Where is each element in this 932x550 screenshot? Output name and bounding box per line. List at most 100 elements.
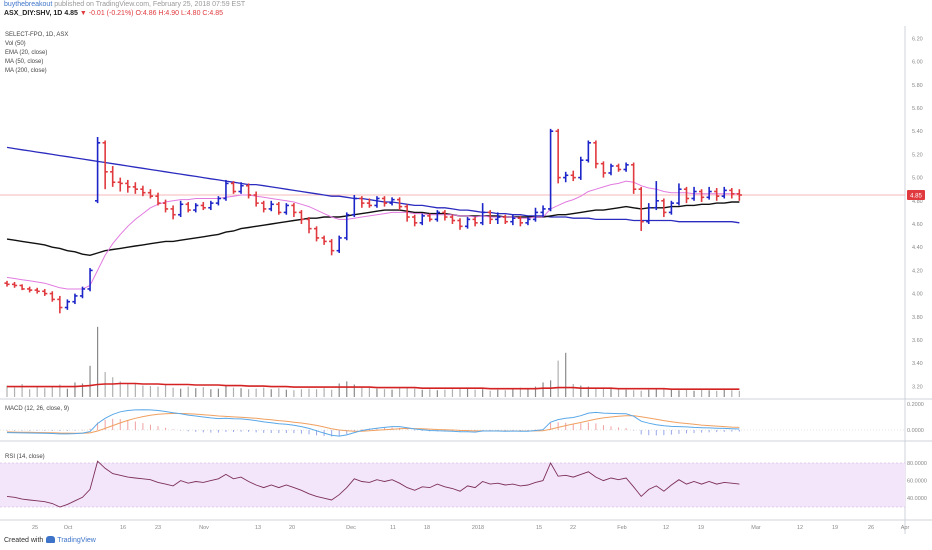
price-bar[interactable]: [540, 205, 546, 218]
price-bar[interactable]: [449, 214, 456, 224]
footer-brand[interactable]: TradingView: [57, 537, 96, 544]
price-bar[interactable]: [676, 183, 682, 206]
price-bar[interactable]: [298, 210, 305, 224]
price-bar[interactable]: [427, 213, 433, 222]
price-bar[interactable]: [480, 203, 486, 226]
price-bar[interactable]: [261, 200, 267, 213]
price-bar[interactable]: [313, 226, 320, 242]
price-bar[interactable]: [155, 192, 161, 206]
price-bar[interactable]: [125, 179, 131, 193]
legend-ma50[interactable]: MA (50, close): [5, 59, 43, 65]
price-bar[interactable]: [631, 162, 637, 194]
price-bar[interactable]: [351, 195, 357, 218]
price-bar[interactable]: [178, 200, 184, 218]
price-bar[interactable]: [72, 293, 78, 305]
price-bar[interactable]: [691, 186, 697, 201]
price-bar[interactable]: [721, 186, 727, 199]
legend-ema[interactable]: EMA (20, close): [5, 50, 47, 56]
price-bar[interactable]: [729, 188, 735, 199]
price-bar[interactable]: [306, 217, 312, 234]
price-bar[interactable]: [502, 214, 508, 224]
price-bar[interactable]: [585, 140, 591, 163]
price-bar[interactable]: [487, 210, 493, 224]
price-bar[interactable]: [79, 286, 86, 299]
price-bar[interactable]: [638, 186, 644, 231]
price-bar[interactable]: [525, 217, 531, 226]
price-bar[interactable]: [434, 210, 440, 222]
price-bar[interactable]: [366, 198, 372, 208]
price-bars[interactable]: [4, 128, 742, 314]
price-bar[interactable]: [230, 181, 237, 194]
price-bar[interactable]: [193, 203, 199, 213]
price-bar[interactable]: [336, 235, 342, 253]
price-bar[interactable]: [593, 140, 599, 169]
price-bar[interactable]: [555, 128, 561, 184]
price-bar[interactable]: [359, 196, 365, 208]
price-bar[interactable]: [132, 182, 138, 194]
price-bar[interactable]: [464, 217, 471, 229]
price-bar[interactable]: [170, 205, 176, 220]
price-bar[interactable]: [510, 214, 516, 226]
price-bar[interactable]: [578, 156, 584, 180]
price-bar[interactable]: [64, 299, 70, 310]
price-bar[interactable]: [736, 189, 742, 201]
price-bar[interactable]: [87, 268, 93, 292]
price-bar[interactable]: [223, 179, 229, 201]
price-bar[interactable]: [95, 137, 101, 204]
price-bar[interactable]: [57, 295, 63, 314]
price-bar[interactable]: [238, 182, 244, 194]
price-bar[interactable]: [246, 183, 252, 199]
price-bar[interactable]: [608, 163, 614, 176]
price-bar[interactable]: [495, 212, 501, 224]
price-bar[interactable]: [49, 291, 55, 302]
price-bar[interactable]: [548, 128, 554, 212]
price-bar[interactable]: [329, 239, 335, 256]
price-bar[interactable]: [653, 181, 659, 211]
price-bar[interactable]: [283, 203, 289, 215]
price-bar[interactable]: [404, 204, 410, 222]
legend-ma200[interactable]: MA (200, close): [5, 68, 47, 74]
price-bar[interactable]: [4, 280, 10, 287]
legend-main[interactable]: SELECT-FPO, 1D, ASX: [5, 32, 68, 38]
price-bar[interactable]: [11, 282, 18, 288]
price-bar[interactable]: [517, 215, 523, 227]
legend-volume[interactable]: Vol (50): [5, 41, 26, 47]
price-bar[interactable]: [34, 287, 40, 294]
price-bar[interactable]: [102, 140, 108, 190]
price-bar[interactable]: [253, 191, 259, 207]
price-bar[interactable]: [714, 188, 720, 201]
price-bar[interactable]: [532, 207, 539, 222]
price-bar[interactable]: [646, 203, 652, 224]
price-bar[interactable]: [374, 196, 380, 208]
price-bar[interactable]: [389, 197, 395, 206]
price-bar[interactable]: [344, 212, 350, 241]
price-bar[interactable]: [442, 210, 448, 221]
author-link[interactable]: buythebreakout: [4, 1, 53, 8]
price-bar[interactable]: [457, 218, 463, 230]
price-bar[interactable]: [321, 235, 327, 245]
price-bar[interactable]: [623, 162, 629, 172]
price-bar[interactable]: [27, 286, 33, 293]
price-bar[interactable]: [268, 200, 274, 212]
price-bar[interactable]: [42, 288, 48, 296]
price-bar[interactable]: [140, 185, 146, 197]
price-bar[interactable]: [472, 217, 478, 227]
price-bar[interactable]: [147, 189, 154, 199]
legend-rsi[interactable]: RSI (14, close): [5, 454, 45, 460]
price-bar[interactable]: [615, 163, 622, 172]
price-bar[interactable]: [110, 166, 116, 187]
price-bar[interactable]: [699, 189, 705, 202]
price-bar[interactable]: [19, 284, 25, 291]
price-bar[interactable]: [600, 161, 607, 178]
price-bar[interactable]: [208, 200, 214, 211]
price-bar[interactable]: [381, 196, 388, 207]
price-bar[interactable]: [162, 199, 169, 213]
price-bar[interactable]: [291, 203, 297, 218]
price-bar[interactable]: [200, 201, 206, 211]
price-bar[interactable]: [683, 186, 690, 204]
price-bar[interactable]: [563, 171, 569, 183]
legend-macd[interactable]: MACD (12, 26, close, 9): [5, 406, 69, 412]
price-bar[interactable]: [706, 186, 712, 200]
price-bar[interactable]: [668, 200, 674, 215]
price-bar[interactable]: [117, 177, 123, 192]
